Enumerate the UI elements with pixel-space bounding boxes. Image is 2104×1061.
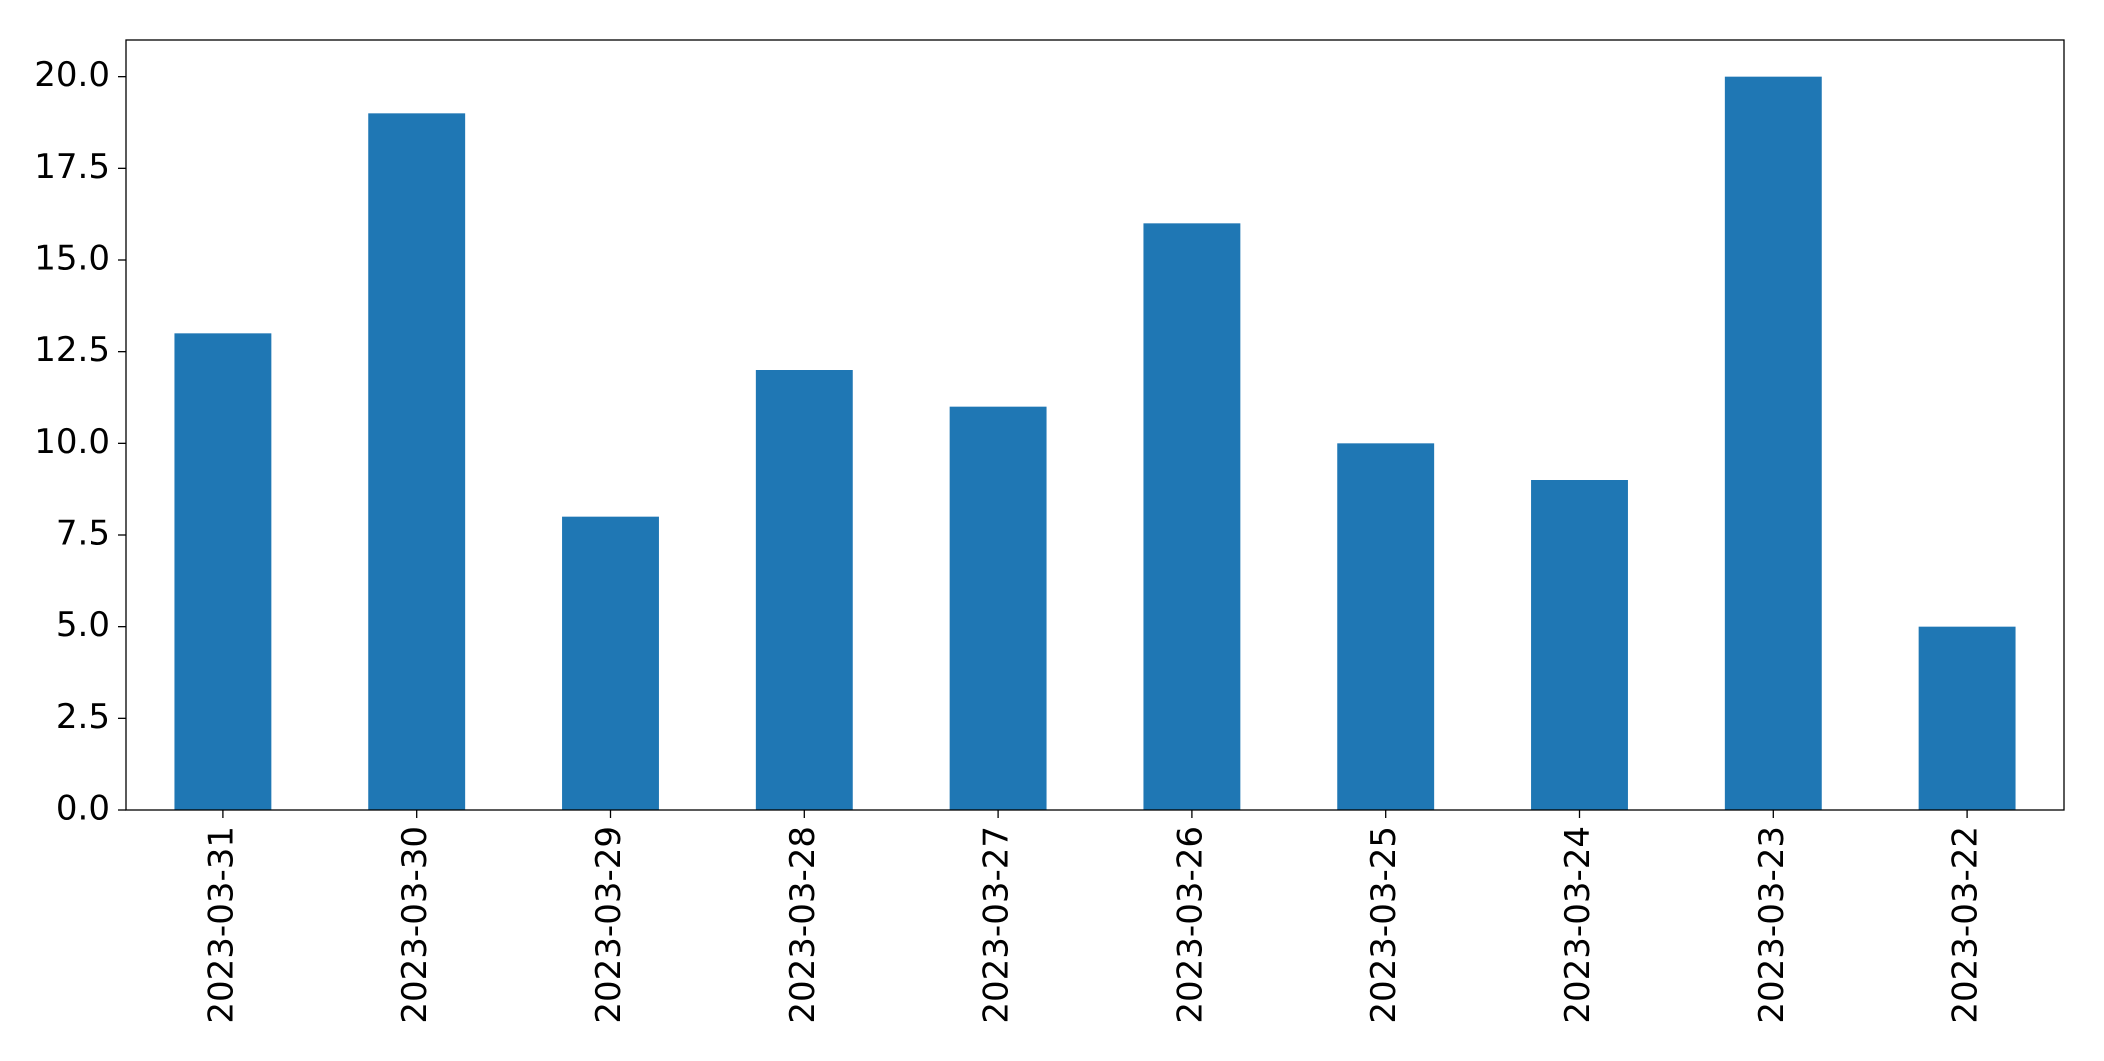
x-tick-label: 2023-03-27 [977,826,1017,1024]
x-tick-label: 2023-03-24 [1558,826,1598,1024]
bar [1337,443,1435,810]
x-tick-label: 2023-03-22 [1946,826,1986,1024]
y-tick-label: 15.0 [34,239,110,279]
bars [174,76,2016,811]
x-tick-label: 2023-03-26 [1170,826,1210,1024]
bar [755,370,853,810]
axes-frame [125,39,2065,811]
y-tick-label: 10.0 [34,422,110,462]
x-tick-label: 2023-03-31 [201,826,241,1024]
y-tick-label: 20.0 [34,55,110,95]
bar [368,113,466,811]
bar [1143,223,1241,811]
x-tick-label: 2023-03-29 [589,826,629,1024]
bar [949,406,1047,810]
y-tick-label: 2.5 [56,697,110,737]
y-tick-label: 0.0 [56,789,110,829]
y-tick-label: 7.5 [56,514,110,554]
x-tick-label: 2023-03-28 [783,826,823,1024]
y-tick-label: 17.5 [34,147,110,187]
x-tick-label: 2023-03-30 [395,826,435,1024]
bar [1724,76,1822,810]
x-tick-label: 2023-03-23 [1752,826,1792,1024]
x-tick-label: 2023-03-25 [1364,826,1404,1024]
bar [562,516,659,810]
bar [1918,626,2016,810]
bar [1531,480,1628,810]
y-tick-label: 5.0 [56,605,110,645]
y-tick-label: 12.5 [34,330,110,370]
bar [174,333,272,810]
